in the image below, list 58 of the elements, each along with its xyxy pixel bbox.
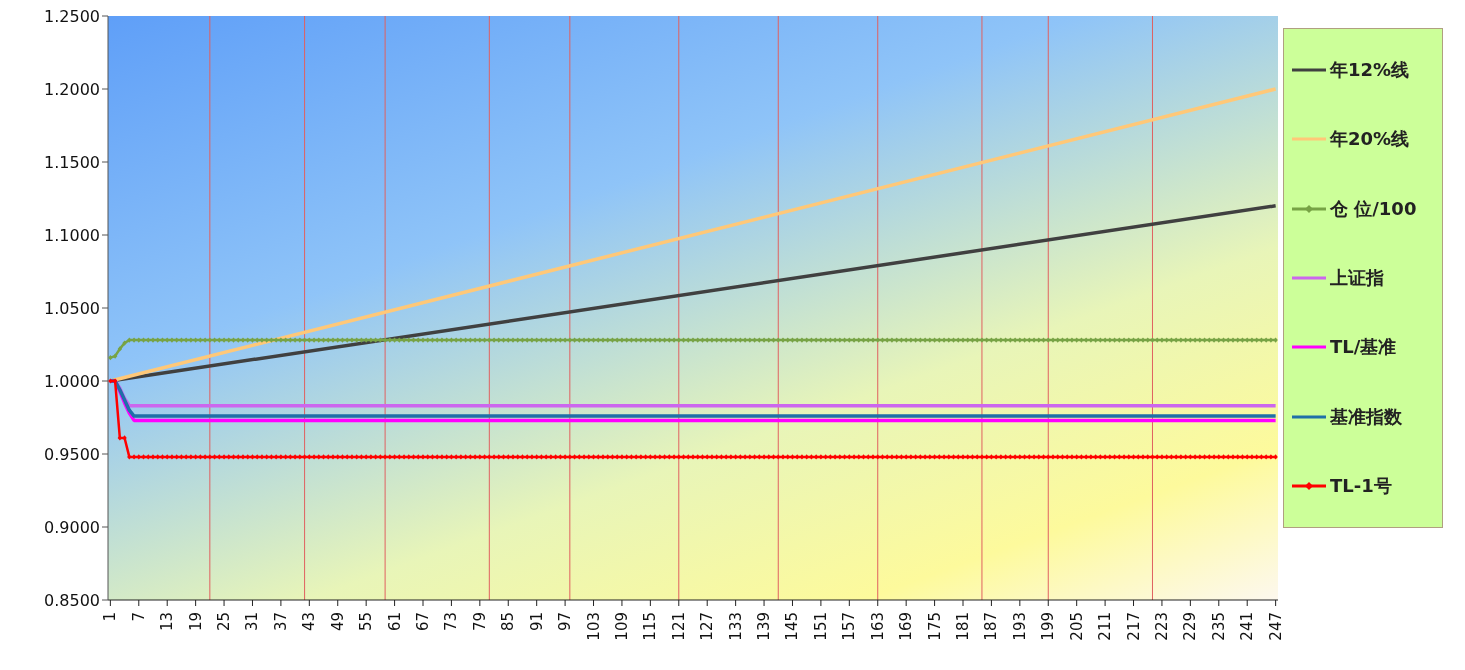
x-tick-label: 79	[470, 612, 489, 632]
x-tick-label: 223	[1152, 612, 1171, 641]
x-tick-label: 247	[1266, 612, 1285, 641]
x-tick-label: 13	[158, 612, 177, 632]
x-tick-label: 73	[442, 612, 461, 632]
x-tick-label: 49	[328, 612, 347, 632]
legend-label: 上证指	[1330, 265, 1384, 290]
x-tick-label: 193	[1010, 612, 1029, 641]
y-tick-label: 1.0500	[44, 298, 100, 318]
x-tick-label: 205	[1067, 612, 1086, 641]
y-tick-label: 0.8500	[44, 590, 100, 610]
x-tick-label: 127	[698, 612, 717, 641]
x-tick-label: 211	[1096, 612, 1115, 641]
y-tick-label: 1.0000	[44, 371, 100, 391]
x-tick-label: 115	[641, 612, 660, 641]
legend-label: 仓 位/100	[1330, 196, 1417, 221]
x-tick-label: 85	[499, 612, 518, 632]
x-tick-label: 25	[215, 612, 234, 632]
legend-label: TL/基准	[1330, 335, 1397, 360]
x-tick-label: 121	[669, 612, 688, 641]
y-tick-label: 1.2000	[44, 79, 100, 99]
x-tick-label: 133	[726, 612, 745, 641]
legend-label: 年12%线	[1330, 57, 1410, 82]
x-tick-label: 145	[783, 612, 802, 641]
x-tick-label: 103	[584, 612, 603, 641]
x-tick-label: 109	[612, 612, 631, 641]
x-tick-label: 37	[271, 612, 290, 632]
x-tick-label: 97	[556, 612, 575, 632]
legend-label: 年20%线	[1330, 127, 1410, 152]
x-tick-label: 139	[755, 612, 774, 641]
x-tick-label: 55	[357, 612, 376, 632]
x-tick-label: 61	[385, 612, 404, 632]
x-tick-label: 43	[300, 612, 319, 632]
y-tick-label: 0.9000	[44, 517, 100, 537]
x-tick-label: 91	[527, 612, 546, 632]
legend-label: 基准指数	[1330, 404, 1402, 429]
y-tick-label: 0.9500	[44, 444, 100, 464]
x-tick-label: 7	[129, 612, 148, 622]
x-tick-label: 229	[1181, 612, 1200, 641]
x-tick-label: 163	[868, 612, 887, 641]
y-tick-label: 1.1000	[44, 225, 100, 245]
x-tick-label: 67	[414, 612, 432, 632]
legend-label: TL-1号	[1330, 474, 1392, 499]
x-tick-label: 175	[925, 612, 944, 641]
x-tick-label: 235	[1209, 612, 1228, 641]
x-tick-label: 217	[1124, 612, 1143, 641]
y-tick-label: 1.2500	[44, 6, 100, 26]
x-tick-label: 19	[186, 612, 205, 632]
x-tick-label: 241	[1238, 612, 1257, 641]
x-tick-label: 169	[897, 612, 916, 641]
x-tick-label: 199	[1039, 612, 1058, 641]
x-tick-label: 151	[811, 612, 830, 641]
y-tick-label: 1.1500	[44, 152, 100, 172]
x-tick-label: 31	[243, 612, 262, 632]
x-tick-label: 157	[840, 612, 859, 641]
x-tick-label: 1	[101, 612, 120, 622]
x-tick-label: 187	[982, 612, 1001, 641]
x-tick-label: 181	[954, 612, 972, 641]
